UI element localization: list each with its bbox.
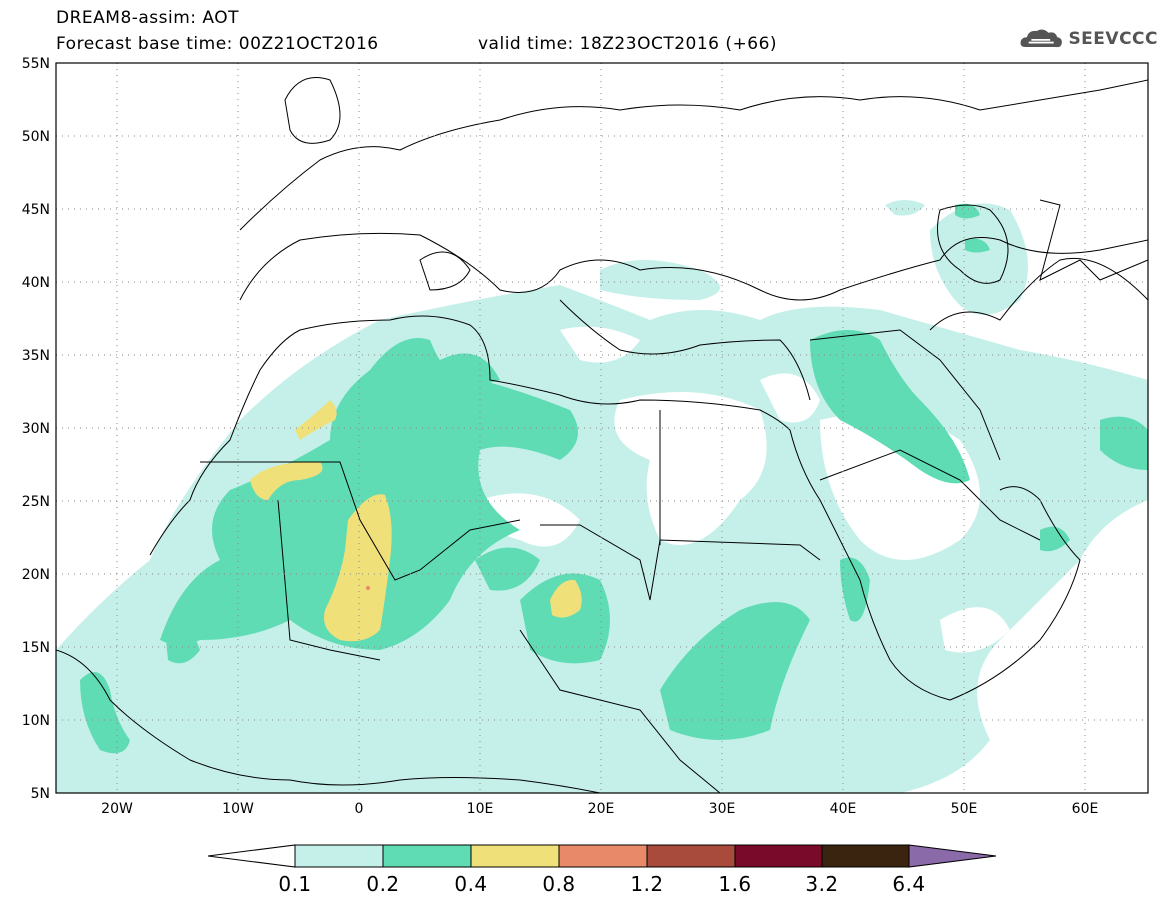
lon-label: 10W	[222, 801, 254, 817]
colorbar-low-arrow	[207, 844, 296, 868]
map-frame	[55, 62, 1149, 794]
lon-label: 20E	[588, 801, 615, 817]
cloud-icon	[1020, 29, 1062, 48]
lat-label: 40N	[22, 275, 50, 291]
colorbar-label: 6.4	[892, 872, 926, 896]
graticule	[56, 63, 1148, 793]
colorbar-swatch	[470, 844, 560, 868]
lat-label: 25N	[22, 494, 50, 510]
colorbar-label: 0.1	[278, 872, 312, 896]
aot-shading-0-1	[56, 200, 1148, 793]
colorbar-swatch	[821, 844, 910, 868]
logo-text: SEEVCCC	[1068, 29, 1158, 49]
colorbar-swatch	[646, 844, 736, 868]
colorbar-label: 0.8	[542, 872, 576, 896]
lon-label: 60E	[1072, 801, 1099, 817]
lon-label: 40E	[830, 801, 857, 817]
latitude-labels: 55N 50N 45N 40N 35N 30N 25N 20N 15N 10N …	[22, 56, 50, 802]
colorbar-swatch	[558, 844, 648, 868]
colorbar-label: 1.6	[718, 872, 752, 896]
aot-shading-0-2	[80, 203, 1148, 754]
lat-label: 20N	[22, 567, 50, 583]
colorbar-swatch	[382, 844, 472, 868]
forecast-base-time: Forecast base time: 00Z21OCT2016	[56, 34, 379, 54]
map-title: DREAM8-assim: AOT	[56, 8, 240, 28]
colorbar-swatch	[294, 844, 384, 868]
lat-label: 35N	[22, 348, 50, 364]
lon-label: 30E	[709, 801, 736, 817]
colorbar-label: 0.4	[454, 872, 488, 896]
country-borders	[56, 77, 1148, 793]
lat-label: 30N	[22, 421, 50, 437]
lat-label: 50N	[22, 129, 50, 145]
colorbar-swatch	[734, 844, 823, 868]
valid-time: valid time: 18Z23OCT2016 (+66)	[478, 34, 778, 54]
lon-label: 50E	[951, 801, 978, 817]
lat-label: 55N	[22, 56, 50, 72]
colorbar-label: 0.2	[366, 872, 400, 896]
colorbar-label: 1.2	[630, 872, 664, 896]
longitude-labels: 20W 10W 0 10E 20E 30E 40E 50E 60E	[101, 801, 1098, 817]
lon-label: 0	[355, 801, 364, 817]
lat-label: 45N	[22, 202, 50, 218]
lon-label: 10E	[467, 801, 494, 817]
colorbar-label: 3.2	[805, 872, 839, 896]
lat-label: 15N	[22, 640, 50, 656]
lat-label: 5N	[31, 786, 50, 802]
lat-label: 10N	[22, 713, 50, 729]
colorbar-high-arrow	[908, 844, 997, 868]
aot-shading-0-4	[250, 400, 582, 642]
lon-label: 20W	[101, 801, 133, 817]
seevccc-logo: SEEVCCC	[1018, 22, 1158, 56]
colorbar	[207, 844, 997, 868]
aot-shading-0-8	[366, 586, 370, 590]
